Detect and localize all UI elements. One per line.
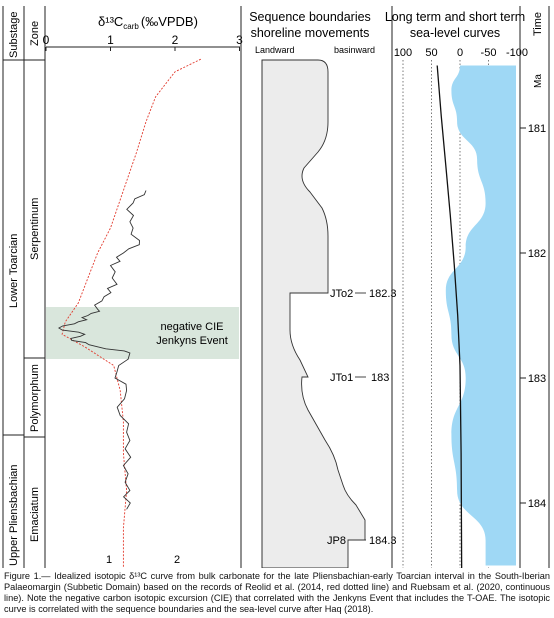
time-tick-184: 184 xyxy=(528,498,546,510)
isotope-title: δ¹³Ccarb (‰VPDB) xyxy=(98,14,198,31)
sequence-title-2: shoreline movements xyxy=(251,26,370,40)
isotope-tick-2: 2 xyxy=(172,33,179,47)
short-term-sealevel-fill xyxy=(445,65,516,566)
figure-caption: Figure 1.— Idealized isotopic δ¹³C curve… xyxy=(4,571,550,615)
cie-label-1: negative CIE xyxy=(161,321,224,333)
cie-label-2: Jenkyns Event xyxy=(156,335,228,347)
isotope-tick-3: 3 xyxy=(236,33,243,47)
reolid-isotope-line xyxy=(61,58,201,568)
sealevel-tick-0: 0 xyxy=(457,47,463,59)
isotope-tick-0: 0 xyxy=(43,33,50,47)
sealevel-tick--50: -50 xyxy=(481,47,497,59)
sealevel-tick-100: 100 xyxy=(394,47,412,59)
isotope-bottom-tick-1: 1 xyxy=(106,554,112,566)
time-ticks: 181 182 183 184 xyxy=(520,123,546,510)
substage-upper-pliensbachian: Upper Pliensbachian xyxy=(8,464,20,566)
time-header: Time xyxy=(532,12,544,36)
landward-label: Landward xyxy=(255,45,295,55)
substage-header: Substage xyxy=(8,12,20,58)
ruebsam-isotope-line xyxy=(58,190,147,510)
jp8-age: 184.3 xyxy=(369,535,397,547)
time-tick-182: 182 xyxy=(528,248,546,260)
isotope-ticks: 0 1 2 3 xyxy=(43,33,243,51)
long-term-sealevel-line xyxy=(436,65,463,568)
sealevel-title-1: Long term and short term xyxy=(385,10,525,24)
sealevel-tick--100: -100 xyxy=(506,47,528,59)
zone-serpentinum: Serpentinum xyxy=(29,198,41,260)
sequence-panel: Sequence boundaries shoreline movements … xyxy=(249,10,397,568)
sealevel-panel: Long term and short term sea-level curve… xyxy=(385,10,528,568)
jto1-label: JTo1 xyxy=(330,372,353,384)
time-tick-181: 181 xyxy=(528,123,546,135)
sealevel-tick-50: 50 xyxy=(425,47,437,59)
sealevel-title-2: sea-level curves xyxy=(410,26,500,40)
zone-polymorphum: Polymorphum xyxy=(29,364,41,432)
isotope-tick-1: 1 xyxy=(107,33,114,47)
jp8-label: JP8 xyxy=(327,535,346,547)
ma-unit: Ma xyxy=(533,74,544,88)
zone-header: Zone xyxy=(29,21,41,46)
substage-lower-toarcian: Lower Toarcian xyxy=(8,234,20,308)
isotope-bottom-tick-2: 2 xyxy=(174,554,180,566)
caption-text: Figure 1.— Idealized isotopic δ¹³C curve… xyxy=(4,571,550,614)
basinward-label: basinward xyxy=(334,45,375,55)
sequence-title-1: Sequence boundaries xyxy=(249,10,371,24)
jto1-age: 183 xyxy=(371,372,389,384)
cie-band xyxy=(46,307,239,359)
zone-emaciatum: Emaciatum xyxy=(29,487,41,542)
time-panel: Time Ma 181 182 183 184 xyxy=(520,12,546,510)
isotope-panel: δ¹³Ccarb (‰VPDB) 0 1 2 3 negative CIE Jenkyn… xyxy=(43,14,243,568)
figure: Substage Zone Lower Toarcian Upper Plien… xyxy=(2,6,550,568)
time-tick-183: 183 xyxy=(528,373,546,385)
jto2-age: 182.3 xyxy=(369,288,397,300)
shoreline-area xyxy=(261,59,366,568)
jto2-label: JTo2 xyxy=(330,288,353,300)
